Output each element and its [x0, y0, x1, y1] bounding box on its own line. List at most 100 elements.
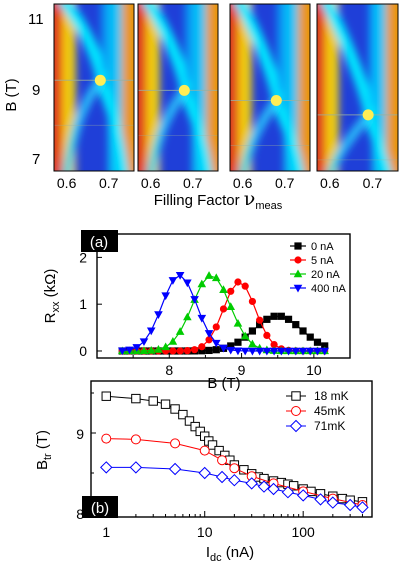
panel-b-y-tick-9: 9	[76, 426, 84, 442]
heatmap-1-x-tick-0.7: 0.7	[99, 175, 119, 191]
heatmap-lower-band-4	[363, 113, 392, 171]
heatmap-lower-band-3	[271, 98, 304, 171]
heatmap-side-band-1	[62, 77, 105, 171]
heatmap-frame-2	[137, 3, 219, 172]
panel-a-point-5-nA-9	[183, 347, 191, 355]
panel-a-label-box	[81, 230, 118, 252]
panel-b-point-18-mK-7	[190, 421, 200, 432]
panel-b-point-18-mK-0	[101, 391, 111, 401]
panel-a-point-400-nA-23	[284, 347, 293, 356]
heatmap-side-band-2	[146, 87, 189, 171]
panel-a-frame	[96, 233, 351, 359]
panel-a-point-5-nA-17	[241, 282, 249, 290]
panel-a-point-5-nA-15	[227, 287, 235, 295]
panel-a-point-5-nA-20	[263, 331, 271, 340]
heatmap-x-ticks: 0.6 0.7 0.6 0.7 0.6 0.7 0.6 0.7	[57, 175, 382, 191]
heatmap-2-x-tick-0.6: 0.6	[141, 175, 161, 191]
panel-b-point-71mK-8	[267, 482, 280, 496]
panel-a-point-20-nA-3	[139, 346, 149, 355]
panel-b-point-45mK-5	[229, 463, 240, 474]
panel-a-point-400-nA-17	[240, 347, 250, 356]
panel-a-y-label-sub: xx	[50, 301, 62, 313]
panel-b-point-18-mK-1	[131, 393, 141, 404]
panel-a-y-label-main: R	[42, 312, 59, 323]
panel-a-point-5-nA-14	[219, 305, 228, 313]
panel-a-point-5-nA-11	[198, 343, 206, 351]
panel-b-point-45mK-1	[130, 434, 141, 445]
panel-a-point-20-nA-16	[233, 318, 243, 327]
panel-b-point-71mK-5	[228, 473, 241, 487]
panel-a-legend-label-0: 0 nA	[311, 241, 334, 253]
panel-a-point-400-nA-18	[248, 347, 257, 356]
heatmap-transition-marker-1	[94, 74, 106, 86]
panel-b-point-18-mK-11	[207, 440, 218, 450]
panel-b-point-18-mK-5	[178, 409, 188, 420]
panel-b-y-axis-label: Btr (T)	[34, 430, 54, 470]
panel-a-point-0-nA-15	[227, 342, 235, 350]
panel-b-x-tick-100: 100	[291, 524, 315, 540]
heatmap-y-tick-11: 11	[28, 11, 44, 28]
panel-a-y-tick-2: 2	[79, 249, 87, 265]
heatmap-right-edge-4	[384, 4, 398, 171]
panel-b-point-18-mK-23	[288, 481, 299, 491]
panel-b-legend-label-2: 71mK	[314, 419, 345, 433]
panel-a-legend: 0 nA 5 nA 20 nA 400 nA	[290, 241, 347, 295]
panel-a-x-tick-10: 10	[306, 362, 322, 378]
panel-a-point-0-nA-22	[277, 312, 285, 320]
panel-a-point-400-nA-14	[219, 344, 228, 353]
heatmap-transition-marker-4	[362, 109, 374, 121]
heatmap-x-label-text: Filling Factor	[154, 192, 244, 209]
panel-b-y-tick-8: 8	[76, 506, 84, 522]
panel-a-axes: 8 9 10 0 1 2	[79, 249, 322, 378]
panel-a-point-20-nA-18	[248, 339, 257, 348]
panel-b-point-18-mK-12	[214, 445, 224, 456]
panel-a-point-5-nA-21	[270, 340, 278, 349]
heatmap-right-edge-2	[204, 4, 218, 171]
panel-a-y-tick-1: 1	[79, 296, 87, 312]
heatmap-2-x-tick-0.7: 0.7	[183, 175, 203, 191]
panel-b-point-45mK-3	[199, 445, 210, 456]
panel-a-point-0-nA-16	[234, 338, 242, 346]
panel-a-point-5-nA-13	[212, 323, 220, 331]
heatmap-frame-1	[53, 3, 135, 172]
panel-a-point-400-nA-3	[139, 338, 149, 347]
panel-b-x-label-main: I	[206, 544, 210, 561]
panel-b-frame	[90, 380, 373, 518]
panel-b-point-71mK-4	[215, 470, 229, 484]
panel-a-point-400-nA-21	[269, 347, 279, 356]
heatmap-panel-4	[316, 3, 399, 172]
panel-b-series	[100, 391, 369, 514]
panel-a-point-400-nA-11	[197, 314, 207, 323]
heatmap-4-x-tick-0.7: 0.7	[363, 175, 383, 191]
heatmap-right-edge-1	[120, 4, 134, 171]
heatmap-transition-marker-3	[270, 94, 282, 106]
panel-a-y-label-unit: (kΩ)	[42, 269, 59, 302]
panel-b-point-71mK-14	[356, 501, 369, 514]
panel-a-point-400-nA-10	[190, 296, 199, 304]
panel-a-point-0-nA-28	[321, 342, 329, 350]
heatmap-transition-marker-2	[178, 84, 190, 96]
panel-a-point-400-nA-4	[146, 327, 156, 336]
panel-a-point-20-nA-13	[211, 273, 221, 282]
panel-a-point-400-nA-5	[154, 311, 163, 319]
panel-a-point-20-nA-14	[219, 285, 228, 293]
panel-a-y-axis-label: Rxx (kΩ)	[42, 269, 62, 324]
panel-b-point-18-mK-6	[184, 416, 195, 426]
heatmap-left-glow-4	[325, 4, 339, 171]
panel-a-point-400-nA-0	[118, 347, 127, 356]
panel-b-point-71mK-1	[129, 461, 143, 474]
heatmap-lower-band-2	[179, 88, 212, 171]
panel-a-point-0-nA-26	[306, 333, 314, 341]
panel-a-point-0-nA-27	[313, 338, 322, 346]
panel-b-point-18-mK-3	[160, 399, 171, 409]
panel-a-point-20-nA-4	[146, 346, 156, 354]
panel-a-point-400-nA-9	[183, 279, 192, 288]
panel-a-y-tick-0: 0	[79, 343, 87, 359]
panel-a-point-400-nA-13	[211, 339, 221, 348]
panel-b-label: (b)	[91, 500, 109, 517]
panel-b-x-label-sub: dc	[210, 552, 222, 564]
panel-a-point-5-nA-10	[190, 346, 199, 354]
panel-a-label: (a)	[90, 234, 108, 251]
panel-a-x-axis-label: B (T)	[207, 375, 240, 392]
